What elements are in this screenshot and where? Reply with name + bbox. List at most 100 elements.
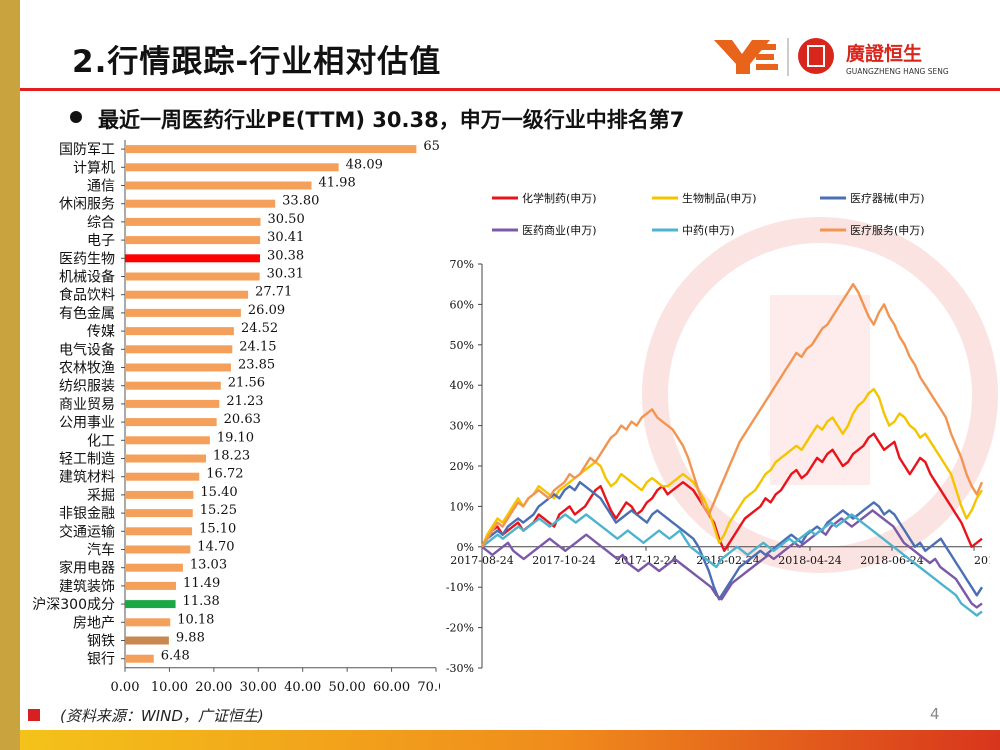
bar-data-label: 30.50 xyxy=(268,212,305,227)
bar-x-tick-label: 60.00 xyxy=(373,680,410,695)
line-x-tick-label: 2018- xyxy=(974,554,990,567)
series-line xyxy=(480,432,983,552)
bar-category-label: 钢铁 xyxy=(87,634,115,650)
bar-category-label: 汽车 xyxy=(87,542,115,559)
bar-data-label: 30.31 xyxy=(267,267,304,282)
bar-category-label: 食品饮料 xyxy=(59,287,115,304)
bar-data-label: 33.80 xyxy=(282,194,319,209)
data-source: (资料来源：WIND，广证恒生) xyxy=(60,707,264,725)
bar xyxy=(125,308,241,317)
line-x-tick-label: 2018-04-24 xyxy=(778,554,841,567)
series-line xyxy=(480,481,984,601)
bar-data-label: 21.56 xyxy=(228,376,265,391)
bar-category-label: 房地产 xyxy=(73,615,115,631)
bar-data-label: 19.10 xyxy=(217,430,254,445)
bar xyxy=(125,618,171,627)
bar-x-tick-label: 30.00 xyxy=(240,680,277,695)
bar xyxy=(125,636,169,645)
source-marker xyxy=(28,709,40,721)
headline-bullet: 最近一周医药行业PE(TTM) 30.38，申万一级行业中排名第7 xyxy=(98,108,685,132)
bar-x-tick-label: 20.00 xyxy=(195,680,232,695)
legend-label: 生物制品(申万) xyxy=(682,191,757,205)
bar-category-label: 国防军工 xyxy=(59,142,115,158)
line-y-tick-label: 50% xyxy=(450,339,474,352)
bar-category-label: 电子 xyxy=(87,233,115,249)
bar-category-label: 采掘 xyxy=(87,488,115,504)
bar xyxy=(125,217,261,226)
bar xyxy=(125,345,233,354)
bar-category-label: 家用电器 xyxy=(59,560,115,577)
legend-label: 医疗器械(申万) xyxy=(850,191,925,205)
bar-category-label: 非银金融 xyxy=(59,506,115,522)
bar xyxy=(125,490,194,499)
bar-data-label: 41.98 xyxy=(319,176,356,191)
line-x-tick-label: 2017-10-24 xyxy=(532,554,595,567)
bar-data-label: 15.10 xyxy=(199,521,236,536)
bar-data-label: 11.38 xyxy=(183,594,220,609)
bar-data-label: 24.52 xyxy=(241,321,278,336)
series-line xyxy=(481,513,983,617)
bar-category-label: 综合 xyxy=(87,215,115,231)
bar-category-label: 交通运输 xyxy=(59,523,115,540)
bar-data-label: 18.23 xyxy=(213,449,250,464)
legend-label: 化学制药(申万) xyxy=(522,191,597,205)
bar-category-label: 沪深300成分 xyxy=(32,597,115,613)
bar-x-tick-label: 40.00 xyxy=(284,680,321,695)
bullet-icon xyxy=(70,111,82,123)
bar xyxy=(125,236,261,245)
bar xyxy=(125,472,200,481)
bar-category-label: 通信 xyxy=(87,179,115,195)
bar xyxy=(125,418,217,427)
bar-category-label: 建筑装饰 xyxy=(59,579,115,595)
line-y-tick-label: -20% xyxy=(446,622,474,635)
bar-data-label: 13.03 xyxy=(190,558,227,573)
brand-logo: 廣證恒生 GUANGZHENG HANG SENG xyxy=(714,38,949,76)
bar-data-label: 15.40 xyxy=(200,485,237,500)
line-y-tick-label: 0% xyxy=(457,541,474,554)
bar xyxy=(125,363,231,372)
bar-x-tick-label: 70.00 xyxy=(417,680,440,695)
legend-label: 医疗服务(申万) xyxy=(850,223,925,237)
bar xyxy=(125,399,220,408)
bar xyxy=(125,527,193,536)
bar-category-label: 化工 xyxy=(87,433,115,449)
bar-data-label: 14.70 xyxy=(197,540,234,555)
bar-data-label: 9.88 xyxy=(176,631,205,646)
line-x-tick-label: 2018-06-24 xyxy=(860,554,923,567)
bar-category-label: 农林牧渔 xyxy=(59,361,115,377)
bar-category-label: 银行 xyxy=(87,652,115,668)
bar xyxy=(125,145,417,154)
bar xyxy=(125,454,206,463)
logo-text-cn: 廣證恒生 xyxy=(846,42,922,65)
bar xyxy=(125,199,276,208)
bar-category-label: 电气设备 xyxy=(59,341,115,358)
bar-data-label: 27.71 xyxy=(255,285,292,300)
footer-band xyxy=(20,730,1000,750)
bar xyxy=(125,327,234,336)
bar-data-label: 48.09 xyxy=(346,157,383,172)
bar-category-label: 商业贸易 xyxy=(59,397,115,413)
line-y-tick-label: 10% xyxy=(450,500,474,513)
bar xyxy=(125,654,154,663)
bar-data-label: 24.15 xyxy=(239,339,276,354)
title-divider xyxy=(20,88,1000,91)
bar-x-tick-label: 0.00 xyxy=(111,680,140,695)
bar-data-label: 30.41 xyxy=(267,230,304,245)
left-accent-bar xyxy=(0,0,20,750)
page-title: 2.行情跟踪-行业相对估值 xyxy=(72,44,442,80)
bar-category-label: 公用事业 xyxy=(59,415,115,431)
bar-category-label: 有色金属 xyxy=(59,305,115,322)
bar-data-label: 21.23 xyxy=(226,394,263,409)
bar xyxy=(125,563,183,572)
bar-x-tick-label: 10.00 xyxy=(151,680,188,695)
bar xyxy=(125,581,177,590)
bar-data-label: 30.38 xyxy=(267,248,304,263)
line-y-tick-label: -30% xyxy=(446,662,474,675)
bar xyxy=(125,381,221,390)
line-y-tick-label: 70% xyxy=(450,258,474,271)
seal-icon xyxy=(798,38,834,74)
bar-data-label: 23.85 xyxy=(238,358,275,373)
bar-data-label: 15.25 xyxy=(200,503,237,518)
bar xyxy=(125,254,260,263)
series-line xyxy=(480,387,984,548)
